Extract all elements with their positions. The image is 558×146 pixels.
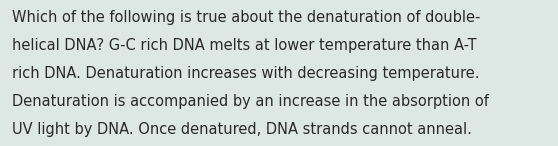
Text: rich DNA. Denaturation increases with decreasing temperature.: rich DNA. Denaturation increases with de…	[12, 66, 480, 81]
Text: Which of the following is true about the denaturation of double-: Which of the following is true about the…	[12, 10, 480, 25]
Text: helical DNA? G-C rich DNA melts at lower temperature than A-T: helical DNA? G-C rich DNA melts at lower…	[12, 38, 477, 53]
Text: Denaturation is accompanied by an increase in the absorption of: Denaturation is accompanied by an increa…	[12, 94, 489, 109]
Text: UV light by DNA. Once denatured, DNA strands cannot anneal.: UV light by DNA. Once denatured, DNA str…	[12, 122, 472, 137]
